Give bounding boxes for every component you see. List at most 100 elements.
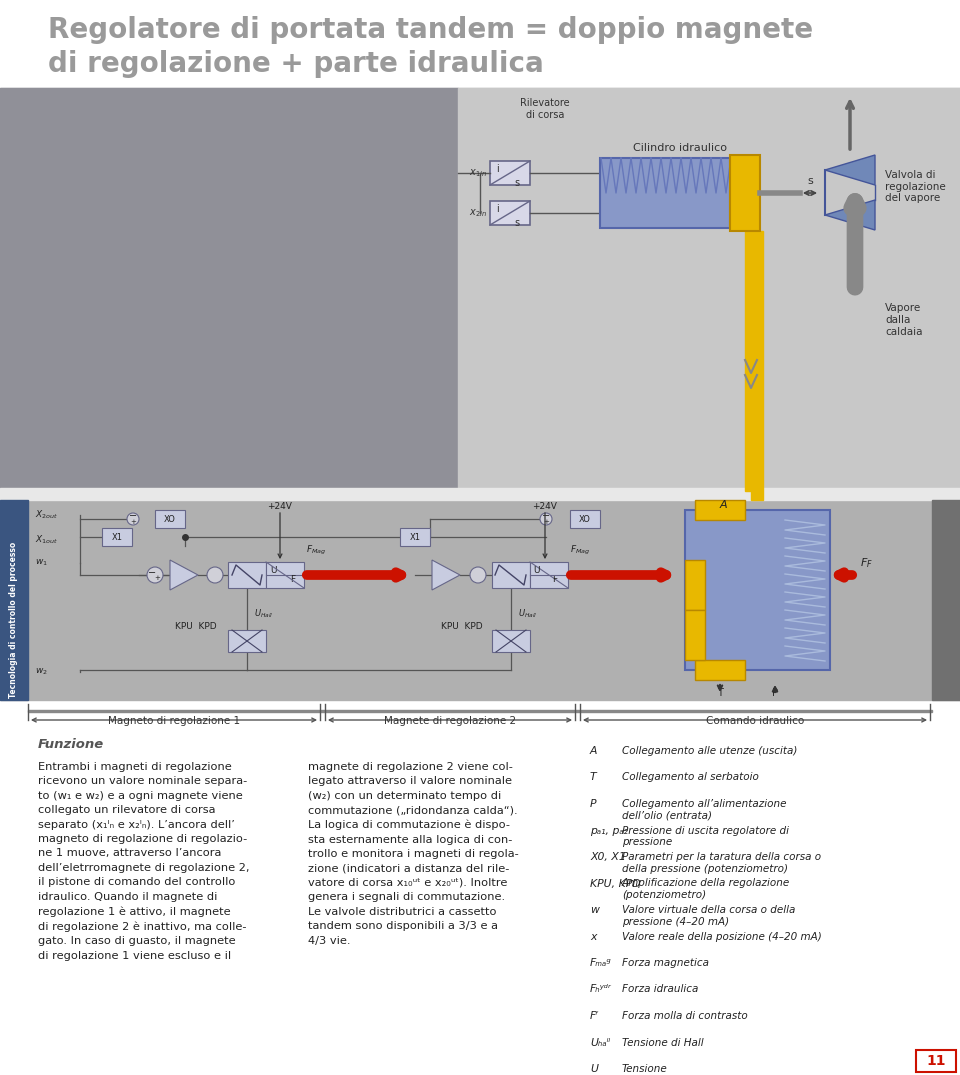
Circle shape — [147, 567, 163, 583]
Text: XO: XO — [579, 515, 591, 524]
Text: $w_2$: $w_2$ — [35, 666, 48, 677]
Bar — [228, 630, 266, 653]
Text: +24V: +24V — [268, 502, 293, 511]
Bar — [0, 88, 960, 488]
Text: Fₕʸᵈʳ: Fₕʸᵈʳ — [590, 985, 612, 994]
Bar — [490, 161, 530, 185]
Bar — [490, 201, 530, 225]
Text: Magnete di regolazione 2: Magnete di regolazione 2 — [384, 716, 516, 726]
Bar — [155, 510, 185, 528]
Text: X1: X1 — [410, 532, 420, 542]
Text: −: − — [129, 511, 137, 521]
Text: Valore virtuale della corsa o della
pressione (4–20 mA): Valore virtuale della corsa o della pres… — [622, 905, 796, 927]
Text: 11: 11 — [926, 1054, 946, 1067]
Text: P: P — [772, 688, 778, 698]
Text: magnete di regolazione 2 viene col-
legato attraverso il valore nominale
(w₂) co: magnete di regolazione 2 viene col- lega… — [308, 762, 518, 946]
Bar — [458, 88, 960, 488]
Text: Collegamento alle utenze (uscita): Collegamento alle utenze (uscita) — [622, 746, 798, 756]
Bar — [685, 560, 705, 610]
Bar — [745, 231, 757, 491]
Bar — [751, 231, 763, 500]
Bar — [0, 88, 458, 488]
Text: KPU, KPD: KPU, KPD — [590, 878, 640, 889]
Bar — [102, 528, 132, 546]
Bar — [916, 1050, 956, 1072]
Text: Amplificazione della regolazione
(potenziometro): Amplificazione della regolazione (potenz… — [622, 878, 790, 900]
Text: Entrambi i magneti di regolazione
ricevono un valore nominale separa-
to (w₁ e w: Entrambi i magneti di regolazione ricevo… — [38, 762, 250, 961]
Text: i: i — [496, 204, 499, 214]
Bar — [685, 610, 705, 660]
Bar — [695, 660, 745, 680]
Bar — [492, 562, 530, 588]
Text: KPU  KPD: KPU KPD — [175, 622, 217, 631]
Polygon shape — [432, 560, 460, 590]
Bar — [530, 562, 568, 588]
Bar — [695, 500, 745, 520]
Text: i: i — [496, 164, 499, 174]
Text: $w_1$: $w_1$ — [35, 558, 48, 569]
Text: Magneto di regolazione 1: Magneto di regolazione 1 — [108, 716, 240, 726]
Bar — [266, 562, 304, 588]
Text: Forza molla di contrasto: Forza molla di contrasto — [622, 1010, 748, 1021]
Text: Collegamento al serbatoio: Collegamento al serbatoio — [622, 773, 758, 783]
Bar — [400, 528, 430, 546]
Text: s: s — [807, 176, 813, 186]
Text: x: x — [590, 932, 596, 942]
Bar — [0, 500, 28, 700]
Circle shape — [540, 513, 552, 525]
Text: Parametri per la taratura della corsa o
della pressione (potenziometro): Parametri per la taratura della corsa o … — [622, 852, 821, 874]
Bar — [228, 562, 266, 588]
Text: F: F — [552, 575, 557, 584]
Circle shape — [470, 567, 486, 583]
Text: w: w — [590, 905, 599, 915]
Bar — [730, 155, 760, 231]
Text: T: T — [717, 688, 723, 698]
Text: KPU  KPD: KPU KPD — [442, 622, 483, 631]
Text: Fᶠ: Fᶠ — [590, 1010, 599, 1021]
Text: XO: XO — [164, 515, 176, 524]
Bar — [28, 710, 932, 712]
Text: +: + — [154, 575, 160, 580]
Text: U: U — [533, 567, 540, 575]
Text: Uₕₐˡˡ: Uₕₐˡˡ — [590, 1037, 611, 1047]
Bar — [932, 500, 960, 700]
Text: Comando idraulico: Comando idraulico — [706, 716, 804, 726]
Bar — [0, 500, 960, 700]
Text: P: P — [590, 799, 596, 809]
Text: +: + — [543, 519, 549, 525]
Text: Tensione: Tensione — [622, 1064, 668, 1074]
Text: s: s — [514, 218, 519, 228]
Bar — [600, 158, 730, 228]
Text: $x_{2in}$: $x_{2in}$ — [468, 207, 487, 219]
Text: Cilindro idraulico: Cilindro idraulico — [633, 143, 727, 153]
Text: Forza idraulica: Forza idraulica — [622, 985, 698, 994]
Text: +24V: +24V — [533, 502, 558, 511]
Text: Rilevatore
di corsa: Rilevatore di corsa — [520, 98, 570, 119]
Polygon shape — [825, 200, 875, 230]
Text: Vapore
dalla
caldaia: Vapore dalla caldaia — [885, 303, 923, 336]
Text: $X_{1out}$: $X_{1out}$ — [35, 534, 59, 546]
Text: $U_{Hall}$: $U_{Hall}$ — [518, 608, 538, 620]
Text: Regolatore di portata tandem = doppio magnete: Regolatore di portata tandem = doppio ma… — [48, 16, 813, 44]
Text: Forza magnetica: Forza magnetica — [622, 958, 709, 968]
Text: Valore reale della posizione (4–20 mA): Valore reale della posizione (4–20 mA) — [622, 932, 822, 942]
Bar — [492, 630, 530, 653]
Text: A: A — [590, 746, 597, 756]
Circle shape — [127, 513, 139, 525]
Text: di regolazione + parte idraulica: di regolazione + parte idraulica — [48, 51, 543, 78]
Text: Pressione di uscita regolatore di
pressione: Pressione di uscita regolatore di pressi… — [622, 826, 789, 847]
Text: U: U — [270, 567, 276, 575]
Text: Tecnologia di controllo del processo: Tecnologia di controllo del processo — [10, 542, 18, 698]
Text: $F_{Mag}$: $F_{Mag}$ — [306, 544, 326, 557]
Text: Funzione: Funzione — [38, 739, 105, 751]
Text: Tensione di Hall: Tensione di Hall — [622, 1037, 704, 1047]
Circle shape — [207, 567, 223, 583]
Text: Collegamento all’alimentazione
dell’olio (entrata): Collegamento all’alimentazione dell’olio… — [622, 799, 786, 820]
Text: Valvola di
regolazione
del vapore: Valvola di regolazione del vapore — [885, 170, 946, 203]
Polygon shape — [825, 155, 875, 185]
Text: X0, X1: X0, X1 — [590, 852, 626, 862]
Text: $U_{Hall}$: $U_{Hall}$ — [254, 608, 274, 620]
Bar — [685, 510, 830, 670]
Text: $F_{Mag}$: $F_{Mag}$ — [570, 544, 590, 557]
Text: $x_{1in}$: $x_{1in}$ — [468, 167, 487, 178]
